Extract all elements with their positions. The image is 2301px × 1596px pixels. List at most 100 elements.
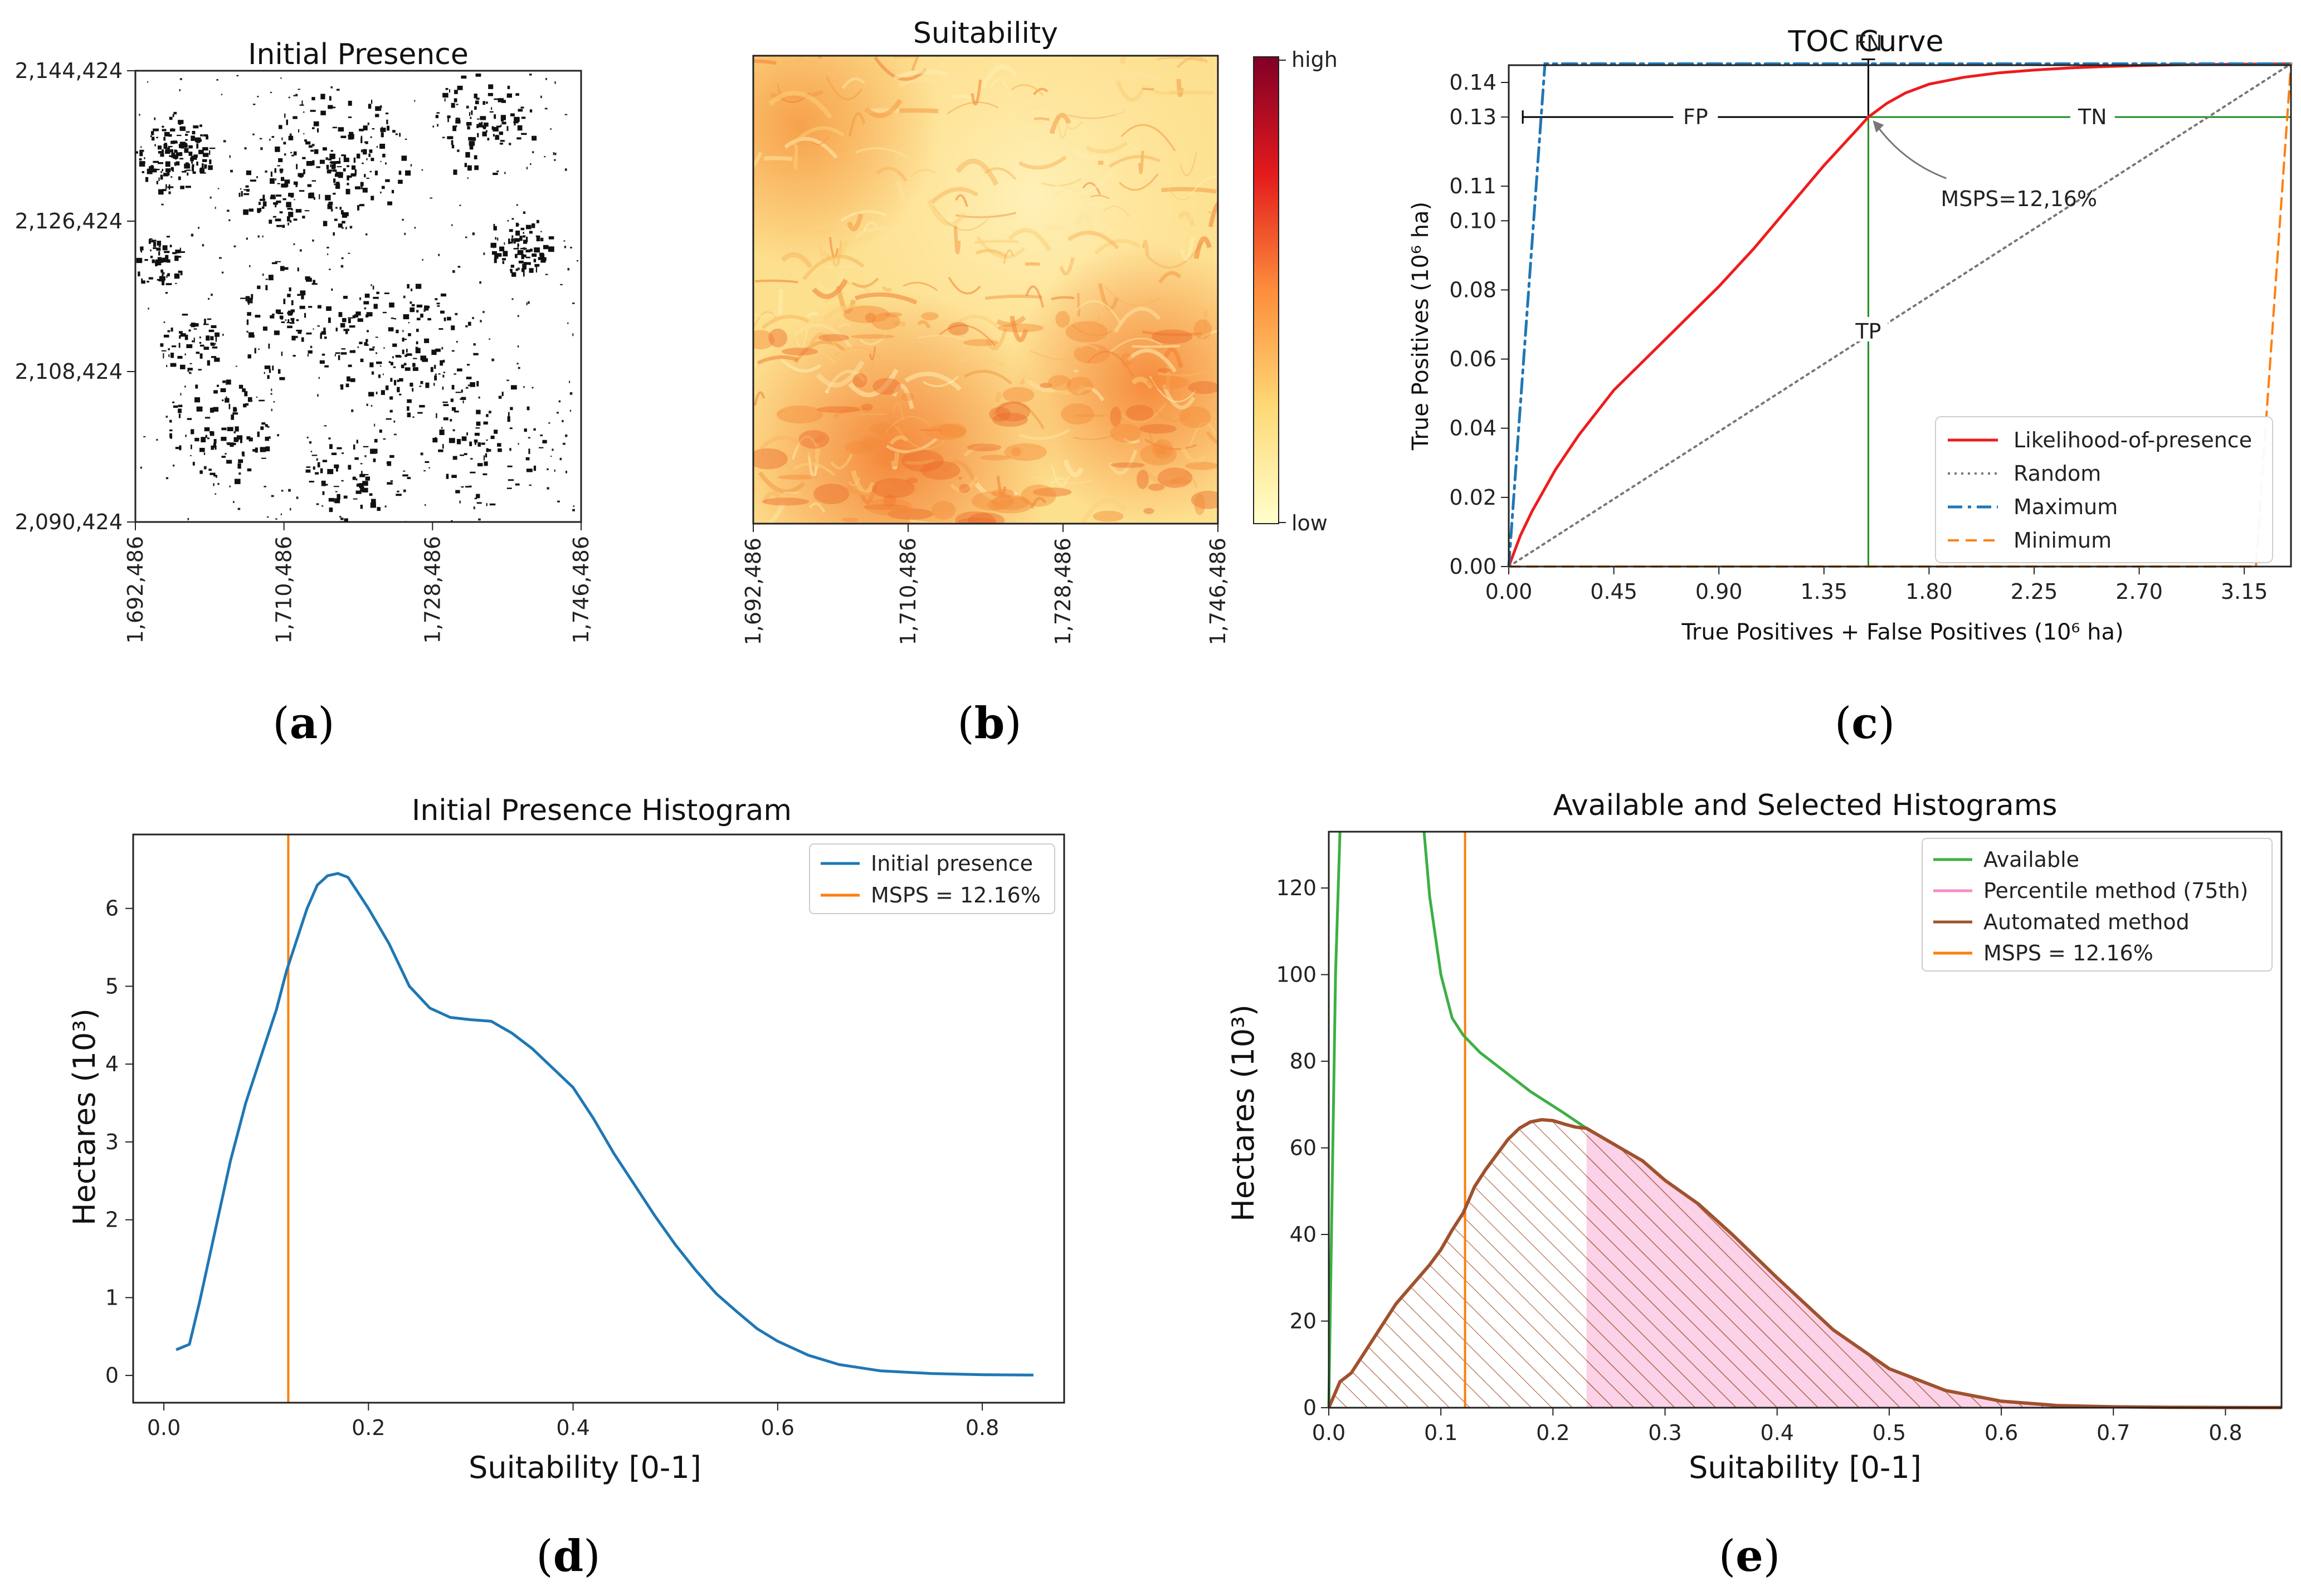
presence-pixel: [221, 427, 227, 431]
presence-pixel: [265, 446, 270, 452]
presence-pixel: [515, 253, 518, 258]
presence-pixel: [208, 165, 213, 170]
presence-pixel: [438, 449, 443, 452]
suitability-patch: [851, 334, 895, 339]
presence-pixel: [271, 136, 275, 138]
presence-pixel: [523, 232, 524, 234]
presence-pixel: [269, 369, 271, 373]
panel-label-a: (a): [272, 698, 334, 749]
presence-pixel: [343, 154, 347, 158]
presence-pixel: [457, 149, 460, 152]
presence-pixel: [320, 94, 325, 100]
presence-pixel: [416, 329, 419, 332]
presence-pixel: [413, 358, 417, 359]
presence-pixel: [544, 156, 546, 158]
presence-pixel: [248, 332, 254, 338]
presence-pixel: [246, 237, 248, 240]
suitability-patch: [1151, 329, 1193, 344]
presence-pixel: [350, 526, 355, 528]
presence-pixel: [211, 356, 217, 358]
presence-pixel: [387, 461, 392, 466]
presence-pixel: [438, 328, 443, 330]
suitability-texture: [1041, 178, 1081, 187]
presence-pixel: [149, 166, 154, 172]
suitability-texture: [1090, 194, 1110, 199]
presence-pixel: [393, 433, 397, 436]
presence-pixel: [290, 309, 295, 313]
presence-pixel: [436, 302, 440, 305]
presence-pixel: [393, 421, 396, 423]
presence-pixel: [313, 121, 319, 126]
suitability-texture: [892, 402, 904, 421]
presence-pixel: [162, 149, 164, 155]
presence-pixel: [194, 323, 199, 327]
suitability-texture: [1188, 422, 1217, 449]
presence-pixel: [281, 490, 284, 492]
presence-pixel: [262, 449, 265, 451]
presence-pixel: [461, 389, 463, 393]
presence-pixel: [295, 209, 302, 213]
presence-pixel: [348, 134, 349, 137]
presence-pixel: [287, 312, 294, 314]
suitability-texture: [892, 321, 906, 327]
suitability-texture: [807, 332, 831, 349]
presence-pixel: [275, 178, 277, 181]
presence-pixel: [508, 479, 514, 481]
presence-pixel: [486, 448, 489, 452]
presence-pixel: [250, 399, 253, 402]
presence-pixel: [377, 507, 381, 511]
presence-pixel: [185, 134, 188, 136]
y-tick-label: 0.13: [1449, 105, 1496, 129]
presence-pixel: [501, 100, 506, 103]
presence-pixel: [243, 403, 247, 408]
presence-pixel: [210, 342, 214, 345]
presence-pixel: [288, 135, 294, 140]
presence-pixel: [262, 194, 265, 201]
presence-pixel: [368, 104, 372, 109]
presence-pixel: [257, 208, 259, 212]
presence-pixel: [468, 321, 471, 326]
suitability-patch: [871, 451, 908, 467]
presence-pixel: [317, 394, 319, 397]
suitability-patch: [901, 450, 944, 472]
suitability-patch: [987, 496, 1033, 514]
presence-pixel: [348, 465, 352, 470]
presence-pixel: [291, 319, 294, 324]
suitability-texture: [1115, 78, 1144, 102]
presence-pixel: [496, 125, 501, 128]
presence-pixel: [256, 396, 258, 398]
presence-pixel: [273, 202, 278, 205]
presence-pixel: [357, 205, 360, 211]
presence-pixel: [268, 275, 274, 281]
presence-pixel: [226, 379, 231, 385]
presence-pixel: [402, 474, 408, 477]
msps-arrowhead: [1873, 120, 1884, 133]
x-tick-label: 1,692,486: [123, 536, 148, 643]
presence-pixel: [204, 164, 207, 169]
presence-pixel: [345, 383, 349, 388]
presence-pixel: [291, 154, 294, 157]
presence-pixel: [325, 157, 329, 160]
suitability-texture: [956, 158, 999, 186]
presence-pixel: [360, 463, 363, 465]
presence-pixel: [516, 363, 519, 365]
suitability-texture: [899, 108, 939, 114]
presence-pixel: [385, 113, 389, 115]
presence-pixel: [494, 98, 499, 100]
x-tick-label: 1,746,486: [1206, 538, 1230, 645]
presence-pixel: [164, 150, 170, 154]
presence-pixel: [420, 355, 426, 361]
presence-pixel: [168, 147, 170, 150]
presence-pixel: [349, 350, 356, 353]
presence-pixel: [268, 436, 271, 439]
presence-pixel: [177, 355, 183, 359]
presence-pixel: [538, 257, 542, 260]
presence-pixel: [227, 442, 231, 446]
presence-pixel: [459, 204, 461, 207]
presence-pixel: [354, 314, 359, 318]
presence-pixel: [158, 151, 164, 154]
presence-pixel: [487, 138, 490, 141]
presence-pixel: [285, 319, 287, 321]
presence-pixel: [246, 170, 252, 175]
presence-pixel: [277, 369, 281, 374]
